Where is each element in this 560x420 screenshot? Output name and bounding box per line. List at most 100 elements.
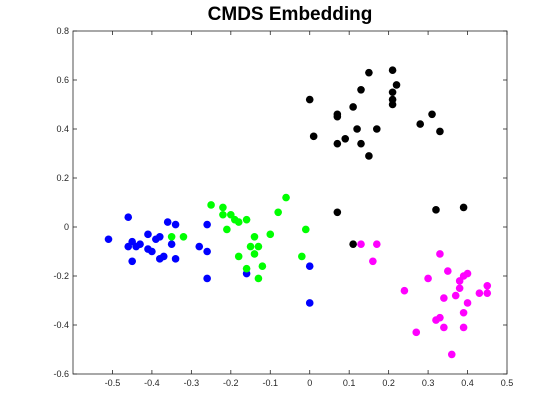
series-2 — [305, 66, 468, 248]
data-point — [373, 240, 381, 248]
data-point — [128, 257, 136, 266]
data-point — [163, 218, 172, 226]
data-point — [298, 252, 306, 261]
data-point — [333, 110, 342, 119]
data-point — [451, 291, 460, 300]
data-point — [436, 250, 444, 258]
x-tick-label: 0.2 — [382, 378, 395, 388]
data-point — [459, 203, 468, 212]
y-tick-label: 0.6 — [56, 75, 69, 85]
y-tick-label: 0.8 — [56, 26, 69, 36]
y-tick-label: -0.4 — [53, 320, 69, 330]
data-point — [274, 208, 282, 217]
y-tick-label: -0.6 — [53, 369, 69, 379]
data-point — [223, 225, 231, 234]
x-tick-label: 0.4 — [461, 378, 474, 388]
data-point — [483, 282, 492, 290]
data-point — [258, 262, 267, 271]
chart-title: CMDS Embedding — [207, 4, 373, 25]
data-point — [341, 135, 350, 143]
x-tick-label: -0.3 — [184, 378, 200, 388]
data-point — [203, 274, 211, 283]
data-point — [250, 250, 259, 258]
y-tick-labels: -0.6 -0.4 -0.2 0 0.2 0.4 0.6 0.8 — [53, 26, 69, 379]
data-point — [254, 242, 263, 251]
data-point — [459, 308, 468, 317]
data-point — [447, 350, 456, 359]
x-tick-label: 0.5 — [501, 378, 514, 388]
data-point — [463, 299, 472, 307]
x-tick-label: -0.4 — [144, 378, 160, 388]
axis-ticks — [73, 30, 508, 375]
data-point — [455, 284, 464, 293]
data-point — [305, 95, 314, 104]
data-point — [440, 294, 448, 302]
data-point — [305, 262, 314, 271]
data-point — [179, 233, 188, 241]
data-point — [219, 203, 227, 212]
plot-area — [72, 30, 508, 375]
data-point — [234, 218, 243, 226]
data-point — [373, 125, 381, 133]
data-point — [282, 193, 290, 202]
data-point — [357, 86, 365, 94]
x-tick-label: -0.5 — [105, 378, 121, 388]
data-point — [171, 255, 180, 263]
data-points — [104, 66, 492, 359]
data-point — [400, 286, 409, 295]
data-point — [124, 213, 133, 221]
data-point — [388, 66, 397, 74]
data-point — [167, 240, 176, 248]
x-tick-label: 0.3 — [422, 378, 435, 388]
data-point — [333, 208, 342, 217]
x-tick-label: 0.1 — [343, 378, 356, 388]
data-point — [203, 247, 211, 256]
data-point — [250, 233, 259, 241]
data-point — [388, 95, 397, 104]
data-point — [365, 68, 373, 77]
data-point — [412, 328, 421, 337]
data-point — [203, 220, 211, 229]
data-point — [388, 88, 397, 97]
data-point — [195, 242, 204, 251]
data-point — [309, 132, 318, 141]
data-point — [392, 81, 401, 89]
data-point — [416, 120, 425, 128]
y-tick-label: 0.2 — [56, 173, 69, 183]
data-point — [104, 235, 113, 244]
data-point — [475, 289, 484, 297]
x-tick-label: -0.1 — [263, 378, 279, 388]
x-tick-labels: -0.5 -0.4 -0.3 -0.2 -0.1 0 0.1 0.2 0.3 0.4 0.5 — [105, 378, 514, 388]
x-tick-label: -0.2 — [223, 378, 239, 388]
data-point — [357, 240, 365, 248]
data-point — [357, 139, 365, 148]
data-point — [234, 252, 243, 261]
series-1 — [167, 193, 310, 283]
data-point — [436, 313, 444, 322]
data-point — [424, 274, 432, 283]
data-point — [148, 247, 156, 256]
data-point — [444, 267, 452, 275]
data-point — [171, 220, 180, 229]
y-tick-label: 0.4 — [56, 124, 69, 134]
data-point — [349, 103, 357, 111]
data-point — [365, 152, 373, 160]
data-point — [349, 240, 357, 248]
data-point — [144, 230, 152, 239]
data-point — [440, 323, 448, 332]
data-point — [246, 242, 255, 251]
series-3 — [357, 240, 492, 359]
data-point — [266, 230, 275, 239]
data-point — [242, 215, 251, 224]
data-point — [242, 264, 251, 273]
data-point — [459, 323, 468, 332]
data-point — [301, 225, 310, 234]
y-tick-label: 0 — [64, 222, 69, 232]
x-tick-label: 0 — [307, 378, 312, 388]
data-point — [353, 125, 361, 133]
data-point — [254, 274, 263, 283]
data-point — [432, 206, 440, 214]
data-point — [463, 269, 472, 278]
data-point — [305, 299, 314, 307]
